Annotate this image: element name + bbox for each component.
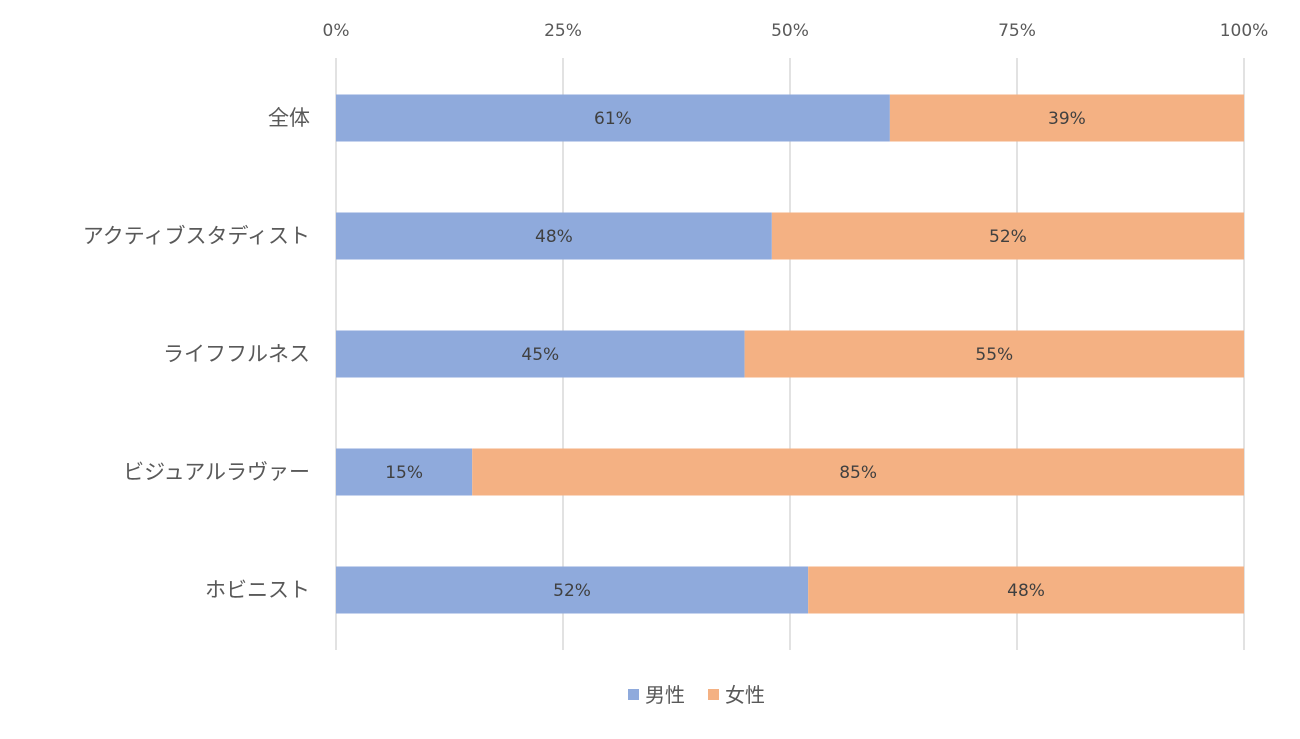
legend-swatch — [708, 689, 719, 700]
x-tick-label: 75% — [998, 21, 1036, 41]
legend-label: 男性 — [645, 683, 685, 707]
data-label: 15% — [385, 463, 423, 483]
category-label: ライフフルネス — [163, 342, 310, 366]
bar-segment-female — [808, 566, 1244, 614]
x-tick-label: 100% — [1220, 21, 1269, 41]
legend: 男性 女性 — [628, 683, 765, 707]
category-label: ホビニスト — [205, 578, 310, 602]
x-tick-label: 25% — [544, 21, 582, 41]
data-label: 39% — [1048, 109, 1086, 129]
category-label: ビジュアルラヴァー — [123, 460, 310, 484]
category-label: アクティブスタディスト — [83, 224, 310, 248]
x-tick-label: 50% — [771, 21, 809, 41]
bar-segment-female — [771, 212, 1244, 260]
data-label: 55% — [975, 345, 1013, 365]
bar-segment-female — [472, 448, 1244, 496]
data-label: 85% — [839, 463, 877, 483]
bar-segment-male — [336, 566, 809, 614]
legend-swatch — [628, 689, 639, 700]
category-label: 全体 — [268, 106, 310, 130]
x-tick-label: 0% — [323, 21, 350, 41]
data-label: 45% — [521, 345, 559, 365]
data-label: 48% — [535, 227, 573, 247]
x-axis-ticks: 0% 25% 50% 75% 100% — [323, 21, 1269, 41]
bar-segment-male — [336, 94, 890, 142]
data-label: 61% — [594, 109, 632, 129]
bar-segment-male — [336, 448, 473, 496]
bars-layer: 61% 39% 48% 52% 45% 55% 15% 85% 52% 48% — [336, 94, 1244, 614]
legend-label: 女性 — [725, 683, 765, 707]
bar-segment-male — [336, 330, 745, 378]
data-label: 52% — [989, 227, 1027, 247]
data-label: 48% — [1007, 581, 1045, 601]
bar-segment-female — [889, 94, 1244, 142]
data-label: 52% — [553, 581, 591, 601]
bar-segment-male — [336, 212, 772, 260]
bar-segment-female — [744, 330, 1244, 378]
